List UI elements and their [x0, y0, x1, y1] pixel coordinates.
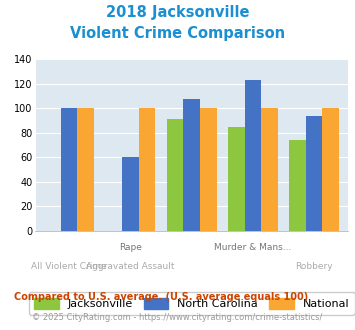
Bar	[77, 109, 94, 231]
Legend: Jacksonville, North Carolina, National: Jacksonville, North Carolina, National	[29, 292, 355, 315]
Text: Rape: Rape	[119, 243, 142, 252]
Bar	[61, 109, 77, 231]
Bar	[306, 116, 322, 231]
Text: Aggravated Assault: Aggravated Assault	[86, 262, 175, 271]
Text: Murder & Mans...: Murder & Mans...	[214, 243, 292, 252]
Text: 2018 Jacksonville: 2018 Jacksonville	[106, 5, 249, 20]
Text: Robbery: Robbery	[295, 262, 333, 271]
Bar	[261, 109, 278, 231]
Bar	[184, 99, 200, 231]
Text: Compared to U.S. average. (U.S. average equals 100): Compared to U.S. average. (U.S. average …	[14, 292, 308, 302]
Bar	[139, 109, 155, 231]
Bar	[289, 140, 306, 231]
Bar	[167, 119, 184, 231]
Bar	[122, 157, 139, 231]
Bar	[200, 109, 217, 231]
Text: All Violent Crime: All Violent Crime	[31, 262, 107, 271]
Bar	[245, 80, 261, 231]
Bar	[228, 127, 245, 231]
Text: © 2025 CityRating.com - https://www.cityrating.com/crime-statistics/: © 2025 CityRating.com - https://www.city…	[32, 314, 323, 322]
Bar	[322, 109, 339, 231]
Text: Violent Crime Comparison: Violent Crime Comparison	[70, 26, 285, 41]
